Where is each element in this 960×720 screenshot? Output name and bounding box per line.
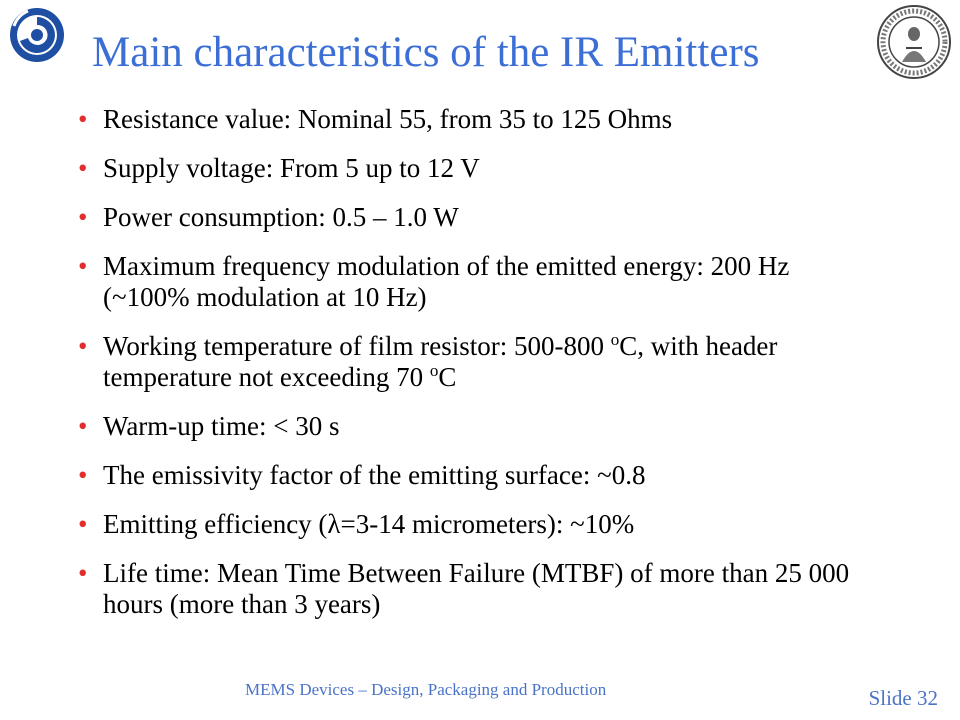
text-run: The emissivity factor of the emitting su… [103, 460, 646, 490]
text-run: Power consumption: 0.5 – 1.0 W [103, 202, 459, 232]
superscript: o [429, 361, 439, 380]
bullet-icon: • [78, 558, 88, 588]
bullet-text: The emissivity factor of the emitting su… [103, 460, 645, 490]
bullet-text: Maximum frequency modulation of the emit… [103, 251, 789, 312]
bullet-item: • Power consumption: 0.5 – 1.0 W [78, 202, 858, 233]
bullet-item: • Supply voltage: From 5 up to 12 V [78, 153, 858, 184]
text-run: Life time: Mean Time Between Failure (MT… [103, 558, 850, 619]
bullet-text: Emitting efficiency (λ=3-14 micrometers)… [103, 509, 634, 539]
text-run: Maximum frequency modulation of the emit… [103, 251, 790, 312]
bullet-text: Working temperature of film resistor: 50… [103, 331, 777, 392]
bullet-item: • Warm-up time: < 30 s [78, 411, 858, 442]
footer-text: MEMS Devices – Design, Packaging and Pro… [245, 680, 607, 699]
university-seal-icon [877, 5, 951, 79]
bullet-icon: • [78, 251, 88, 281]
bullet-item: • The emissivity factor of the emitting s… [78, 460, 858, 491]
text-run: Warm-up time: < 30 s [103, 411, 340, 441]
text-run: Emitting efficiency (λ=3-14 micrometers)… [103, 509, 635, 539]
bullet-item: • Life time: Mean Time Between Failure (M… [78, 558, 858, 620]
bullet-icon: • [78, 104, 88, 134]
bullet-icon: • [78, 411, 88, 441]
slide-number: Slide 32 [868, 686, 938, 710]
bullet-icon: • [78, 202, 88, 232]
bullet-text: Resistance value: Nominal 55, from 35 to… [103, 104, 672, 134]
text-run: C [438, 362, 457, 392]
text-run: Working temperature of film resistor: 50… [103, 331, 611, 361]
bullet-icon: • [78, 331, 88, 361]
bullet-item: • Maximum frequency modulation of the emi… [78, 251, 858, 313]
bullet-icon: • [78, 509, 88, 539]
bullet-item: • Resistance value: Nominal 55, from 35 t… [78, 104, 858, 135]
bullet-text: Life time: Mean Time Between Failure (MT… [103, 558, 849, 619]
bullet-list: • Resistance value: Nominal 55, from 35 t… [78, 104, 858, 638]
bullet-icon: • [78, 153, 88, 183]
bullet-text: Supply voltage: From 5 up to 12 V [103, 153, 480, 183]
bullet-item: • Emitting efficiency (λ=3-14 micrometers… [78, 509, 858, 540]
bullet-text: Power consumption: 0.5 – 1.0 W [103, 202, 459, 232]
slide-title: Main characteristics of the IR Emitters [92, 29, 760, 76]
text-run: Supply voltage: From 5 up to 12 V [103, 153, 480, 183]
bullet-item: • Working temperature of film resistor: 5… [78, 331, 858, 393]
text-run: Resistance value: Nominal 55, from 35 to… [103, 104, 673, 134]
bullet-icon: • [78, 460, 88, 490]
bullet-text: Warm-up time: < 30 s [103, 411, 340, 441]
superscript: o [610, 330, 620, 349]
swirl-logo-icon [10, 8, 64, 62]
text-run: C, with header temperature not exceeding… [103, 331, 778, 392]
